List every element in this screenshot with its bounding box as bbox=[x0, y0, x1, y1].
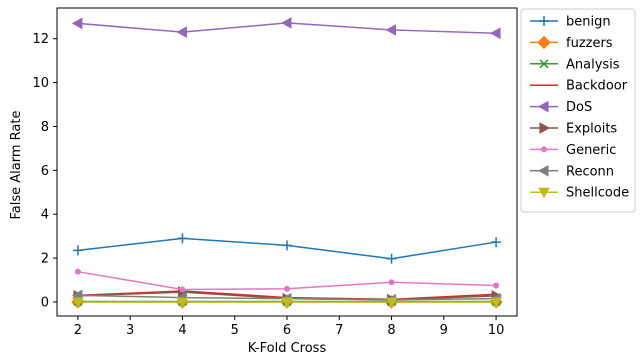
data-point-shellcode bbox=[176, 297, 189, 308]
y-axis-label: False Alarm Rate bbox=[9, 111, 24, 220]
legend-label-reconn: Reconn bbox=[566, 164, 614, 179]
y-tick-label: 4 bbox=[41, 208, 49, 223]
data-point-dos bbox=[385, 24, 397, 36]
legend-label-analysis: Analysis bbox=[566, 57, 620, 72]
data-point-shellcode bbox=[281, 297, 293, 308]
y-tick-label: 2 bbox=[41, 252, 49, 267]
legend-marker-shellcode bbox=[538, 187, 550, 199]
legend-marker-dos bbox=[537, 100, 549, 113]
x-tick-label: 7 bbox=[335, 323, 343, 338]
x-tick-label: 8 bbox=[387, 323, 395, 338]
legend-label-shellcode: Shellcode bbox=[566, 186, 629, 201]
y-tick-label: 0 bbox=[41, 295, 49, 310]
data-point-benign bbox=[177, 233, 188, 244]
y-tick-label: 12 bbox=[32, 32, 49, 47]
y-tick-label: 8 bbox=[41, 120, 49, 135]
data-point-benign bbox=[282, 240, 292, 251]
data-point-generic bbox=[179, 286, 186, 293]
data-point-dos bbox=[176, 26, 187, 38]
data-point-generic bbox=[388, 279, 395, 286]
data-point-benign bbox=[72, 245, 83, 256]
x-tick-label: 10 bbox=[488, 323, 505, 338]
data-point-benign bbox=[491, 237, 502, 248]
data-point-shellcode bbox=[72, 297, 84, 308]
data-point-generic bbox=[284, 285, 290, 292]
legend-label-generic: Generic bbox=[566, 143, 616, 158]
data-point-generic bbox=[74, 268, 81, 275]
data-point-dos bbox=[280, 17, 292, 29]
x-tick-label: 5 bbox=[231, 323, 239, 338]
legend-marker-analysis bbox=[539, 59, 549, 69]
data-point-generic bbox=[493, 282, 500, 289]
legend-marker-exploits bbox=[539, 122, 551, 134]
x-tick-label: 3 bbox=[126, 323, 134, 338]
legend-marker-benign bbox=[539, 16, 549, 26]
y-tick-label: 10 bbox=[32, 76, 49, 91]
x-tick-label: 2 bbox=[74, 323, 82, 338]
data-point-shellcode bbox=[490, 297, 502, 308]
legend-marker-fuzzers bbox=[537, 35, 551, 50]
legend-label-exploits: Exploits bbox=[566, 122, 617, 137]
plot-frame bbox=[56, 7, 518, 317]
x-tick-label: 6 bbox=[283, 323, 291, 338]
data-point-dos bbox=[71, 17, 83, 30]
legend-marker-reconn bbox=[537, 164, 549, 177]
legend-label-dos: DoS bbox=[566, 100, 592, 115]
legend-box bbox=[520, 8, 636, 213]
data-point-dos bbox=[490, 27, 501, 40]
data-point-benign bbox=[386, 253, 397, 264]
legend-label-fuzzers: fuzzers bbox=[566, 36, 613, 51]
legend-label-backdoor: Backdoor bbox=[566, 79, 628, 94]
data-point-shellcode bbox=[385, 297, 398, 308]
y-tick-label: 6 bbox=[41, 164, 49, 179]
x-axis-label: K-Fold Cross bbox=[248, 341, 327, 356]
x-tick-label: 9 bbox=[440, 323, 448, 338]
legend-label-benign: benign bbox=[566, 15, 611, 30]
x-tick-label: 4 bbox=[178, 323, 186, 338]
legend-marker-generic bbox=[541, 146, 547, 153]
